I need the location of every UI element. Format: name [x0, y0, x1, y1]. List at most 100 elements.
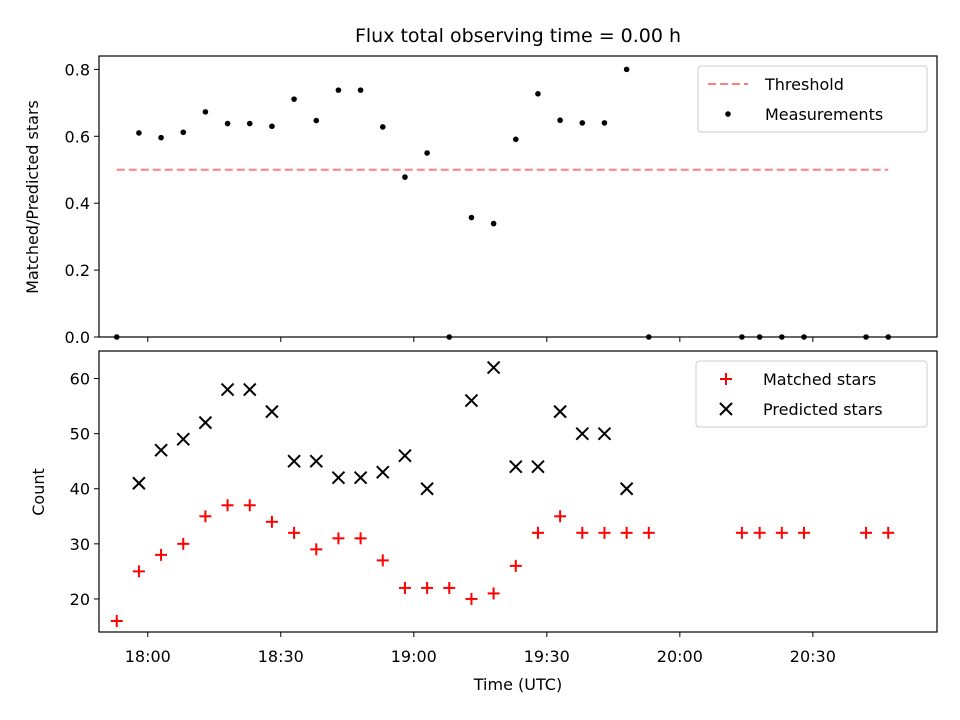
matched-star-point — [860, 526, 873, 539]
measurement-point — [246, 120, 253, 127]
top-y-tick-label: 0.8 — [65, 60, 90, 79]
predicted-star-point — [509, 459, 523, 474]
x-tick-label: 18:30 — [258, 647, 304, 666]
predicted-star-point — [619, 482, 634, 496]
measurement-point — [335, 87, 342, 93]
predicted-star-point — [176, 432, 190, 446]
bottom-axes-frame — [98, 350, 938, 633]
bottom-y-tick-label: 50 — [70, 425, 90, 444]
measurement-point — [180, 129, 187, 136]
matched-star-point — [775, 526, 788, 539]
legend-measurements-label: Measurements — [765, 105, 883, 124]
matched-star-point — [797, 526, 810, 539]
legend-threshold-label: Threshold — [764, 75, 844, 94]
predicted-star-point — [553, 404, 567, 419]
top-y-tick-label: 0.0 — [65, 328, 90, 347]
predicted-star-point — [331, 471, 346, 485]
matched-star-point — [465, 592, 478, 605]
top-marks — [113, 66, 892, 340]
matched-star-point — [487, 587, 500, 600]
measurement-point — [557, 117, 563, 124]
matched-star-point — [332, 532, 345, 545]
matched-star-point — [882, 526, 895, 539]
predicted-star-point — [376, 465, 390, 479]
bottom-y-axis: 20 30 40 50 60 — [70, 370, 99, 609]
matched-star-point — [576, 526, 589, 539]
predicted-star-point — [220, 382, 235, 397]
matched-star-point — [310, 543, 323, 556]
predicted-star-point — [464, 393, 479, 408]
measurement-point — [579, 120, 586, 126]
top-y-tick-label: 0.4 — [65, 194, 90, 213]
predicted-star-point — [154, 443, 168, 457]
chart-title: Flux total observing time = 0.00 h — [355, 25, 681, 47]
measurement-point — [158, 134, 164, 141]
predicted-star-point — [420, 482, 434, 496]
top-y-axis: 0.0 0.2 0.4 0.6 0.8 — [65, 60, 99, 347]
predicted-star-point — [309, 454, 323, 468]
bottom-y-axis-label: Count — [29, 468, 48, 516]
matched-star-point — [155, 548, 168, 561]
x-tick-label: 20:00 — [657, 647, 703, 666]
measurement-point — [424, 150, 430, 156]
measurement-point — [379, 124, 386, 130]
measurement-point — [490, 220, 497, 227]
x-tick-label: 19:30 — [524, 647, 570, 666]
matched-star-point — [531, 526, 544, 539]
bottom-y-tick-label: 40 — [70, 480, 90, 499]
predicted-star-point — [531, 459, 545, 474]
bottom-legend-box — [695, 360, 928, 428]
matched-star-point — [443, 581, 456, 594]
measurement-point — [402, 174, 408, 180]
measurement-point — [601, 120, 608, 126]
measurement-point — [535, 91, 541, 97]
bottom-y-tick-label: 20 — [70, 590, 90, 609]
bottom-marks — [110, 360, 895, 627]
measurement-point — [468, 214, 475, 221]
top-axes-frame — [98, 55, 938, 338]
bottom-x-axis: 18:00 18:30 19:00 19:30 20:00 20:30 — [125, 632, 836, 666]
top-panel: 0.00.20.40.60.8 Matched/Predicted stars … — [23, 55, 938, 347]
matched-star-point — [243, 499, 256, 512]
matched-star-point — [288, 526, 301, 539]
x-tick-label: 19:00 — [391, 647, 437, 666]
predicted-star-point — [243, 382, 257, 397]
bottom-legend: Matched stars Predicted stars — [695, 360, 928, 428]
measurement-point — [202, 109, 209, 115]
matched-star-point — [177, 537, 190, 550]
predicted-star-point — [486, 360, 501, 375]
top-x-axis — [147, 337, 814, 342]
predicted-star-point — [398, 448, 412, 463]
matched-star-point — [110, 614, 123, 627]
matched-star-point — [753, 526, 766, 539]
top-y-tick-label: 0.2 — [65, 261, 90, 280]
matched-star-point — [598, 526, 611, 539]
legend-predicted-label: Predicted stars — [763, 400, 883, 419]
measurement-point — [136, 130, 142, 136]
measurement-point — [224, 120, 231, 127]
predicted-star-point — [353, 471, 368, 485]
matched-star-point — [735, 526, 748, 539]
x-axis-label: Time (UTC) — [473, 675, 562, 694]
predicted-star-point — [132, 476, 146, 490]
top-y-tick-label: 0.6 — [65, 127, 90, 146]
legend-predicted-swatch — [719, 402, 733, 416]
top-legend: Threshold Measurements — [697, 65, 928, 133]
measurement-point — [512, 136, 519, 143]
matched-star-point — [354, 532, 367, 545]
legend-measurements-swatch — [725, 111, 731, 117]
measurement-point — [357, 87, 364, 93]
predicted-star-point — [198, 415, 213, 430]
bottom-panel: 20 30 40 50 60 18:00 18:30 19:00 19:30 20:00 20:3… — [29, 350, 938, 694]
bottom-y-tick-label: 30 — [70, 535, 90, 554]
bottom-y-tick-label: 60 — [70, 370, 90, 389]
matched-star-point — [421, 581, 434, 594]
predicted-star-point — [265, 404, 279, 419]
predicted-star-point — [287, 454, 301, 468]
matched-star-point — [221, 499, 234, 512]
measurement-point — [623, 66, 630, 73]
x-tick-label: 18:00 — [125, 647, 171, 666]
x-tick-label: 20:30 — [790, 647, 836, 666]
matched-star-point — [376, 554, 389, 567]
matched-star-point — [554, 510, 567, 523]
